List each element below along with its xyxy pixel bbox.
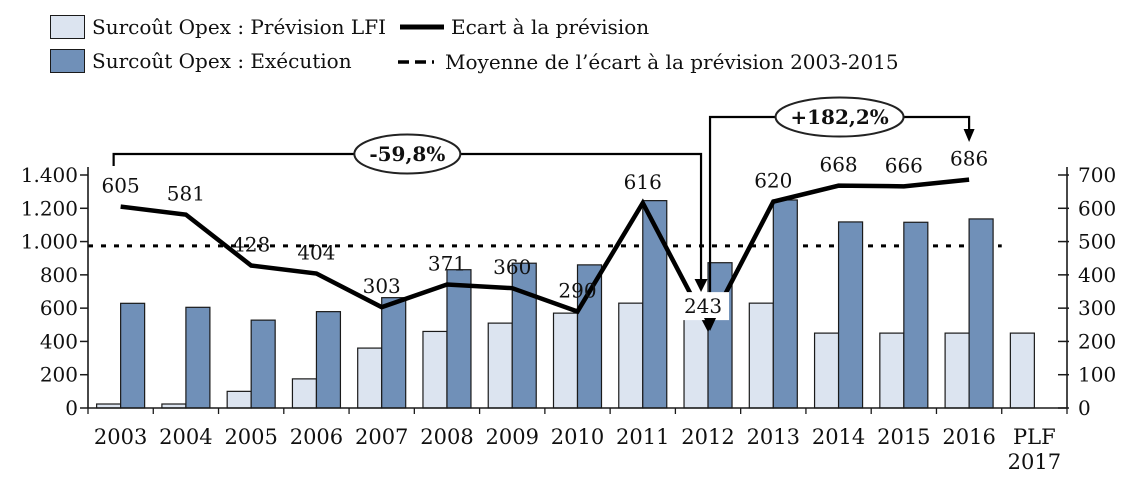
arrowhead-icon [694,279,708,292]
legend-label-ecart: Ecart à la prévision [451,15,650,39]
bar-prevision-2006 [291,378,318,409]
bar-execution-2013 [772,199,798,409]
x-category-label: 2009 [486,425,539,449]
bar-prevision-2009 [487,322,513,409]
ecart-value-label: 404 [297,241,335,265]
annotation-increase-ellipse [774,96,905,138]
ecart-value-label: 243 [684,294,722,318]
legend-swatch-execution [50,49,85,73]
left-axis-label: 0 [65,396,78,420]
left-axis-label: 1.000 [21,230,78,254]
x-category-label: 2011 [616,425,669,449]
x-category-label: 2014 [812,425,865,449]
left-axis-label: 800 [40,263,78,287]
bar-prevision-2011 [618,302,644,409]
x-category-label: 2006 [290,425,343,449]
ecart-value-label: 371 [428,252,466,276]
x-category-label: 2016 [942,425,995,449]
annotation-decrease-ellipse [353,133,462,175]
left-axis-label: 600 [40,296,78,320]
x-category-label: 2015 [877,425,930,449]
bar-execution-2009 [511,262,537,409]
legend-item-ecart: Ecart à la prévision [400,12,649,42]
bar-prevision-2010 [552,312,579,409]
right-axis-label: 600 [1078,196,1116,220]
bar-execution-2014 [837,221,864,409]
ecart-line [120,177,970,332]
legend-item-prevision-lfi: Surcoût Opex : Prévision LFI [50,12,386,42]
left-axis-label: 400 [40,329,78,353]
bar-execution-2003 [120,302,146,409]
legend-swatch-prevision-lfi [50,15,85,39]
bar-prevision-2016 [944,332,970,409]
arrowhead-icon [704,318,717,331]
right-axis-label: 100 [1078,363,1116,387]
bar-execution-2005 [250,319,276,409]
right-axis-label: 300 [1078,296,1116,320]
legend-item-moyenne: Moyenne de l’écart à la prévision 2003-2… [398,47,899,77]
right-axis-label: 0 [1078,396,1091,420]
boxed-value-label-bg [677,292,730,321]
legend-item-execution: Surcoût Opex : Exécution [50,46,352,76]
ecart-value-label: 581 [167,182,205,206]
ecart-value-label: 686 [950,147,988,171]
x-category-label: 2005 [224,425,277,449]
x-category-label: 2004 [159,425,212,449]
x-category-label: 2010 [551,425,604,449]
bar-prevision-2008 [422,330,448,409]
bar-prevision-2014 [813,332,840,409]
bar-prevision-PLF 2017 [1009,332,1035,409]
bar-execution-2016 [968,218,994,409]
ecart-value-label: 303 [363,274,401,298]
ecart-value-label: 616 [624,170,662,194]
right-axis-label: 700 [1078,163,1116,187]
bar-execution-2006 [315,311,342,409]
bar-prevision-2005 [226,390,252,409]
legend-solid-line-sample [400,24,444,30]
right-axis-label: 500 [1078,230,1116,254]
x-category-label: 2017 [1008,450,1061,474]
arrowhead-icon [963,129,975,142]
left-axis-label: 1.400 [21,163,78,187]
legend-dashed-line-sample [398,60,440,64]
right-axis-label: 200 [1078,329,1116,353]
bar-execution-2008 [446,269,472,409]
ecart-value-label: 620 [754,169,792,193]
bar-prevision-2013 [748,302,774,409]
ecart-value-label: 666 [885,153,923,177]
ecart-value-label: 360 [493,255,531,279]
legend-label-moyenne: Moyenne de l’écart à la prévision 2003-2… [445,50,899,74]
left-axis-label: 200 [40,363,78,387]
ecart-value-label: 428 [232,233,270,257]
x-category-label: 2003 [94,425,147,449]
x-category-label: 2007 [355,425,408,449]
x-category-label: 2008 [420,425,473,449]
annotation-increase-text: +182,2% [790,105,888,129]
legend-label-prevision-lfi: Surcoût Opex : Prévision LFI [92,15,386,39]
bar-execution-2007 [381,297,407,409]
x-category-label: PLF [1013,425,1056,449]
ecart-value-label: 605 [102,174,140,198]
bar-execution-2011 [642,200,668,409]
legend-label-execution: Surcoût Opex : Exécution [92,49,352,73]
x-category-label: 2012 [681,425,734,449]
annotation-decrease-text: -59,8% [369,142,445,166]
bar-prevision-2007 [357,347,383,409]
right-axis-label: 400 [1078,263,1116,287]
bar-execution-2004 [185,306,211,409]
bar-prevision-2015 [879,332,905,409]
x-category-label: 2013 [747,425,800,449]
ecart-value-label: 668 [819,153,857,177]
bar-execution-2015 [903,221,929,409]
left-axis-label: 1.200 [21,196,78,220]
ecart-value-label: 290 [558,278,596,302]
